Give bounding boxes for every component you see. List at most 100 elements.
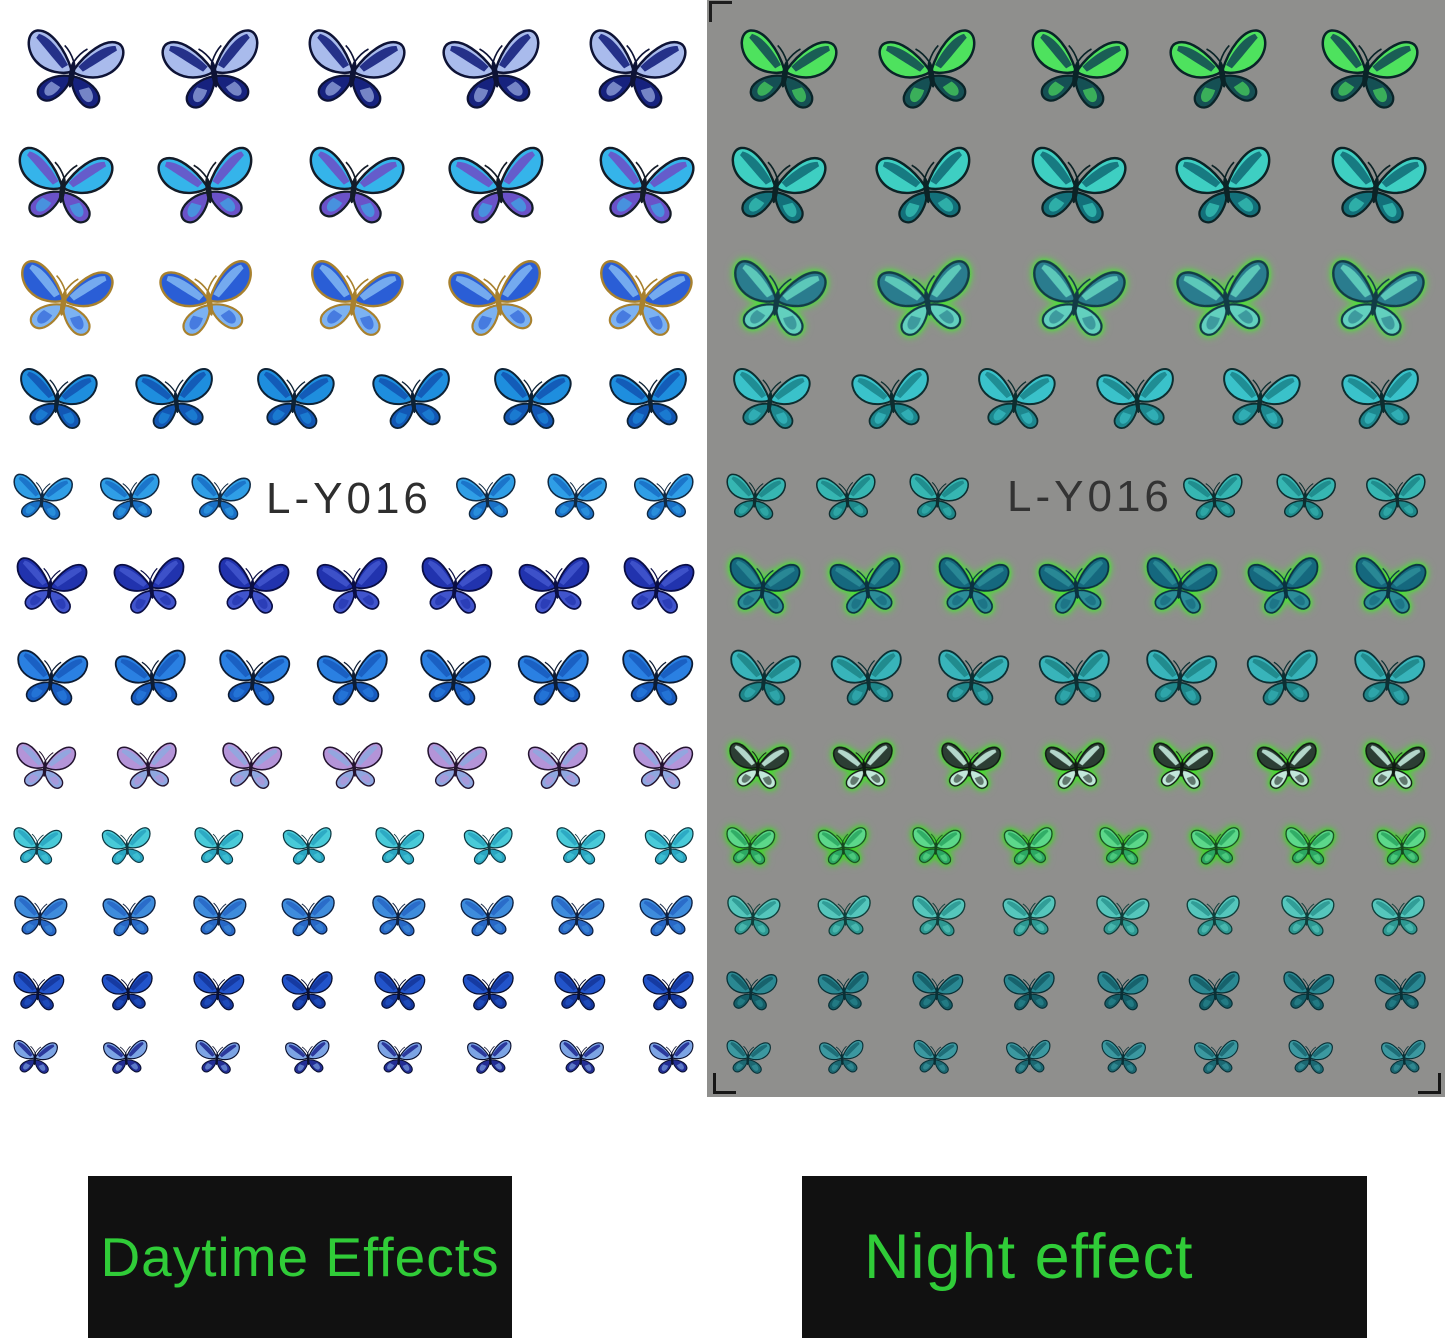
butterfly-icon: [1179, 466, 1248, 527]
butterfly-icon: [8, 466, 77, 527]
crop-mark-icon: [713, 1073, 736, 1094]
butterfly-icon: [277, 890, 340, 942]
butterfly-icon: [717, 17, 854, 123]
butterfly-icon: [998, 890, 1061, 942]
butterfly-icon: [1094, 822, 1151, 870]
butterfly-icon: [7, 359, 108, 438]
butterfly-icon: [1371, 966, 1430, 1016]
butterfly-icon: [635, 890, 698, 942]
butterfly-icon: [862, 17, 999, 123]
butterfly-icon: [522, 736, 596, 796]
butterfly-icon: [8, 890, 71, 942]
butterfly-icon: [867, 249, 987, 349]
butterfly-icon: [461, 822, 518, 870]
day-label-text: Daytime Effects: [100, 1226, 500, 1288]
butterfly-icon: [720, 359, 821, 438]
butterfly-icon: [721, 966, 780, 1016]
butterfly-icon: [1183, 890, 1246, 942]
butterfly-icon: [1097, 1035, 1150, 1078]
butterfly-icon: [5, 136, 122, 236]
butterfly-icon: [481, 359, 582, 438]
butterfly-icon: [933, 736, 1007, 796]
butterfly-icon: [98, 890, 161, 942]
butterfly-icon: [904, 466, 973, 527]
butterfly-icon: [1367, 890, 1430, 942]
butterfly-icon: [613, 549, 700, 622]
butterfly-icon: [551, 822, 608, 870]
butterfly-icon: [1168, 136, 1285, 236]
butterfly-icon: [909, 1035, 962, 1078]
butterfly-icon: [111, 736, 185, 796]
butterfly-icon: [546, 890, 609, 942]
butterfly-icon: [438, 249, 558, 349]
butterfly-icon: [721, 466, 790, 527]
butterfly-icon: [373, 1035, 426, 1078]
butterfly-icon: [722, 822, 779, 870]
butterfly-icon: [108, 549, 195, 622]
butterfly-icon: [285, 17, 422, 123]
butterfly-icon: [316, 736, 390, 796]
butterfly-icon: [209, 642, 297, 714]
butterfly-icon: [213, 736, 287, 796]
butterfly-icon: [370, 822, 427, 870]
butterfly-icon: [1240, 642, 1328, 714]
butterfly-icon: [244, 359, 345, 438]
crop-mark-icon: [709, 1, 732, 22]
butterfly-icon: [815, 1035, 868, 1078]
butterfly-icon: [149, 249, 269, 349]
butterfly-icon: [612, 642, 700, 714]
butterfly-icon: [1378, 1035, 1431, 1078]
butterfly-icon: [1091, 890, 1154, 942]
butterfly-icon: [4, 17, 141, 123]
butterfly-icon: [512, 549, 599, 622]
butterfly-icon: [964, 359, 1065, 438]
butterfly-icon: [125, 359, 226, 438]
butterfly-icon: [410, 642, 498, 714]
butterfly-icon: [720, 642, 808, 714]
butterfly-icon: [868, 136, 985, 236]
butterfly-icon: [542, 466, 611, 527]
butterfly-icon: [425, 17, 562, 123]
butterfly-icon: [1166, 249, 1286, 349]
butterfly-icon: [1016, 249, 1136, 349]
night-label-text: Night effect: [864, 1222, 1194, 1292]
butterfly-icon: [1001, 822, 1058, 870]
butterfly-icon: [555, 1035, 608, 1078]
butterfly-icon: [100, 1035, 153, 1078]
butterfly-icon: [1318, 136, 1435, 236]
butterfly-icon: [191, 1035, 244, 1078]
butterfly-icon: [907, 966, 966, 1016]
butterfly-icon: [97, 466, 166, 527]
butterfly-icon: [721, 890, 784, 942]
butterfly-icon: [812, 466, 881, 527]
butterfly-icon: [1032, 642, 1120, 714]
butterfly-icon: [815, 822, 872, 870]
butterfly-icon: [1271, 466, 1340, 527]
butterfly-icon: [1187, 822, 1244, 870]
sheet-code-day: L-Y016: [266, 474, 432, 523]
butterfly-icon: [631, 466, 700, 527]
butterfly-icon: [99, 822, 156, 870]
butterfly-icon: [188, 890, 251, 942]
butterfly-icon: [6, 549, 93, 622]
butterfly-icon: [1357, 736, 1431, 796]
butterfly-icon: [1136, 642, 1224, 714]
butterfly-icon: [1137, 549, 1224, 622]
butterfly-icon: [1003, 1035, 1056, 1078]
butterfly-icon: [583, 249, 703, 349]
butterfly-icon: [549, 966, 608, 1016]
butterfly-icon: [824, 642, 912, 714]
butterfly-icon: [928, 549, 1015, 622]
butterfly-icon: [721, 736, 795, 796]
butterfly-icon: [1284, 1035, 1337, 1078]
butterfly-icon: [309, 642, 397, 714]
butterfly-icon: [1315, 249, 1435, 349]
butterfly-icon: [1251, 736, 1325, 796]
butterfly-icon: [511, 642, 599, 714]
butterfly-icon: [1093, 966, 1152, 1016]
butterfly-icon: [294, 249, 414, 349]
butterfly-icon: [282, 1035, 335, 1078]
butterfly-icon: [1345, 549, 1432, 622]
butterfly-icon: [1000, 966, 1059, 1016]
